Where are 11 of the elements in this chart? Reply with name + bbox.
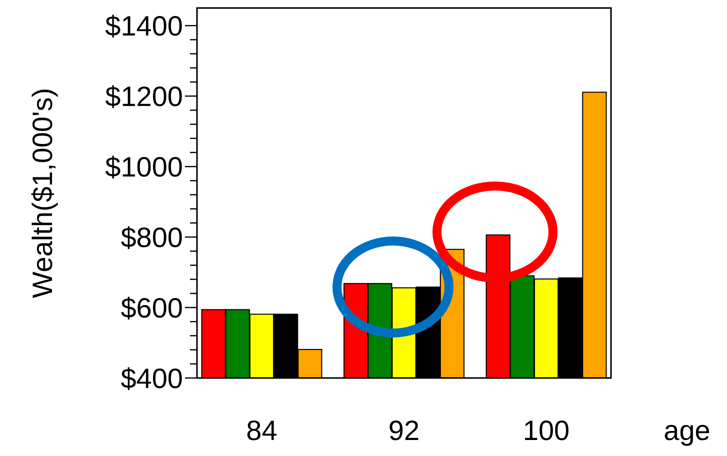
x-tick-label: 92 xyxy=(388,415,420,446)
y-tick-label: $1000 xyxy=(105,151,183,182)
y-tick-label: $600 xyxy=(120,292,183,324)
x-tick-label: 100 xyxy=(522,415,570,446)
y-tick-label: $400 xyxy=(120,362,183,394)
y-axis-title: Wealth($1,000's) xyxy=(27,88,58,298)
x-axis-title: age xyxy=(664,415,710,446)
y-tick-label: $800 xyxy=(120,222,183,253)
x-tick-label: 84 xyxy=(246,415,278,446)
y-tick-label: $1200 xyxy=(105,80,183,112)
y-tick-label: $1400 xyxy=(105,10,183,42)
